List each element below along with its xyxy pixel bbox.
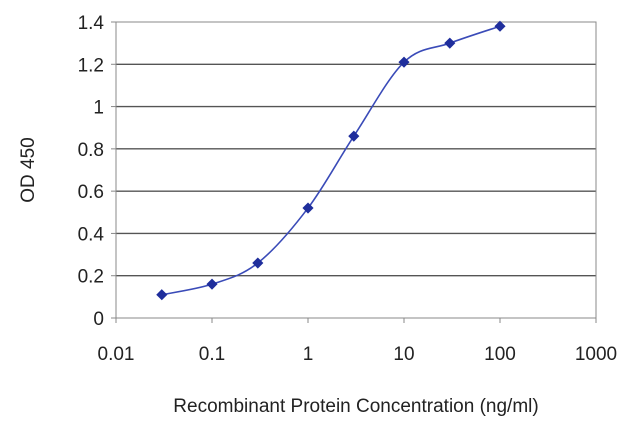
plot-border	[115, 21, 597, 319]
x-tick-label: 100	[484, 344, 516, 365]
y-tick-label: 1.4	[78, 13, 105, 34]
data-point-marker	[444, 37, 456, 49]
y-tick-label: 1	[93, 98, 104, 119]
x-axis-ticks: 0.01 0.1 1 10 100 1000	[98, 318, 617, 365]
y-tick-label: 0.6	[78, 182, 104, 203]
data-point-marker	[302, 202, 314, 214]
series-group	[156, 20, 506, 301]
data-point-marker	[156, 289, 168, 301]
x-tick-label: 1	[303, 344, 314, 365]
y-tick-label: 1.2	[78, 55, 104, 76]
y-axis-title: OD 450	[18, 137, 39, 202]
data-point-marker	[206, 278, 218, 290]
data-point-marker	[494, 20, 506, 32]
x-tick-label: 0.01	[98, 344, 135, 365]
x-tick-label: 1000	[575, 344, 617, 365]
series-line	[161, 25, 501, 296]
grid-lines	[116, 63, 596, 277]
data-point-marker	[252, 257, 264, 269]
data-point-marker	[348, 130, 360, 142]
y-axis-ticks: 0 0.2 0.4 0.6 0.8 1 1.2 1.4	[78, 13, 116, 330]
y-tick-label: 0	[93, 309, 104, 330]
plot-area	[116, 22, 596, 318]
y-tick-label: 0.2	[78, 267, 104, 288]
y-tick-label: 0.4	[78, 224, 105, 245]
x-tick-label: 0.1	[199, 344, 225, 365]
y-tick-label: 0.8	[78, 140, 104, 161]
x-axis-title: Recombinant Protein Concentration (ng/ml…	[173, 396, 538, 417]
data-point-marker	[398, 56, 410, 68]
x-tick-label: 10	[393, 344, 414, 365]
